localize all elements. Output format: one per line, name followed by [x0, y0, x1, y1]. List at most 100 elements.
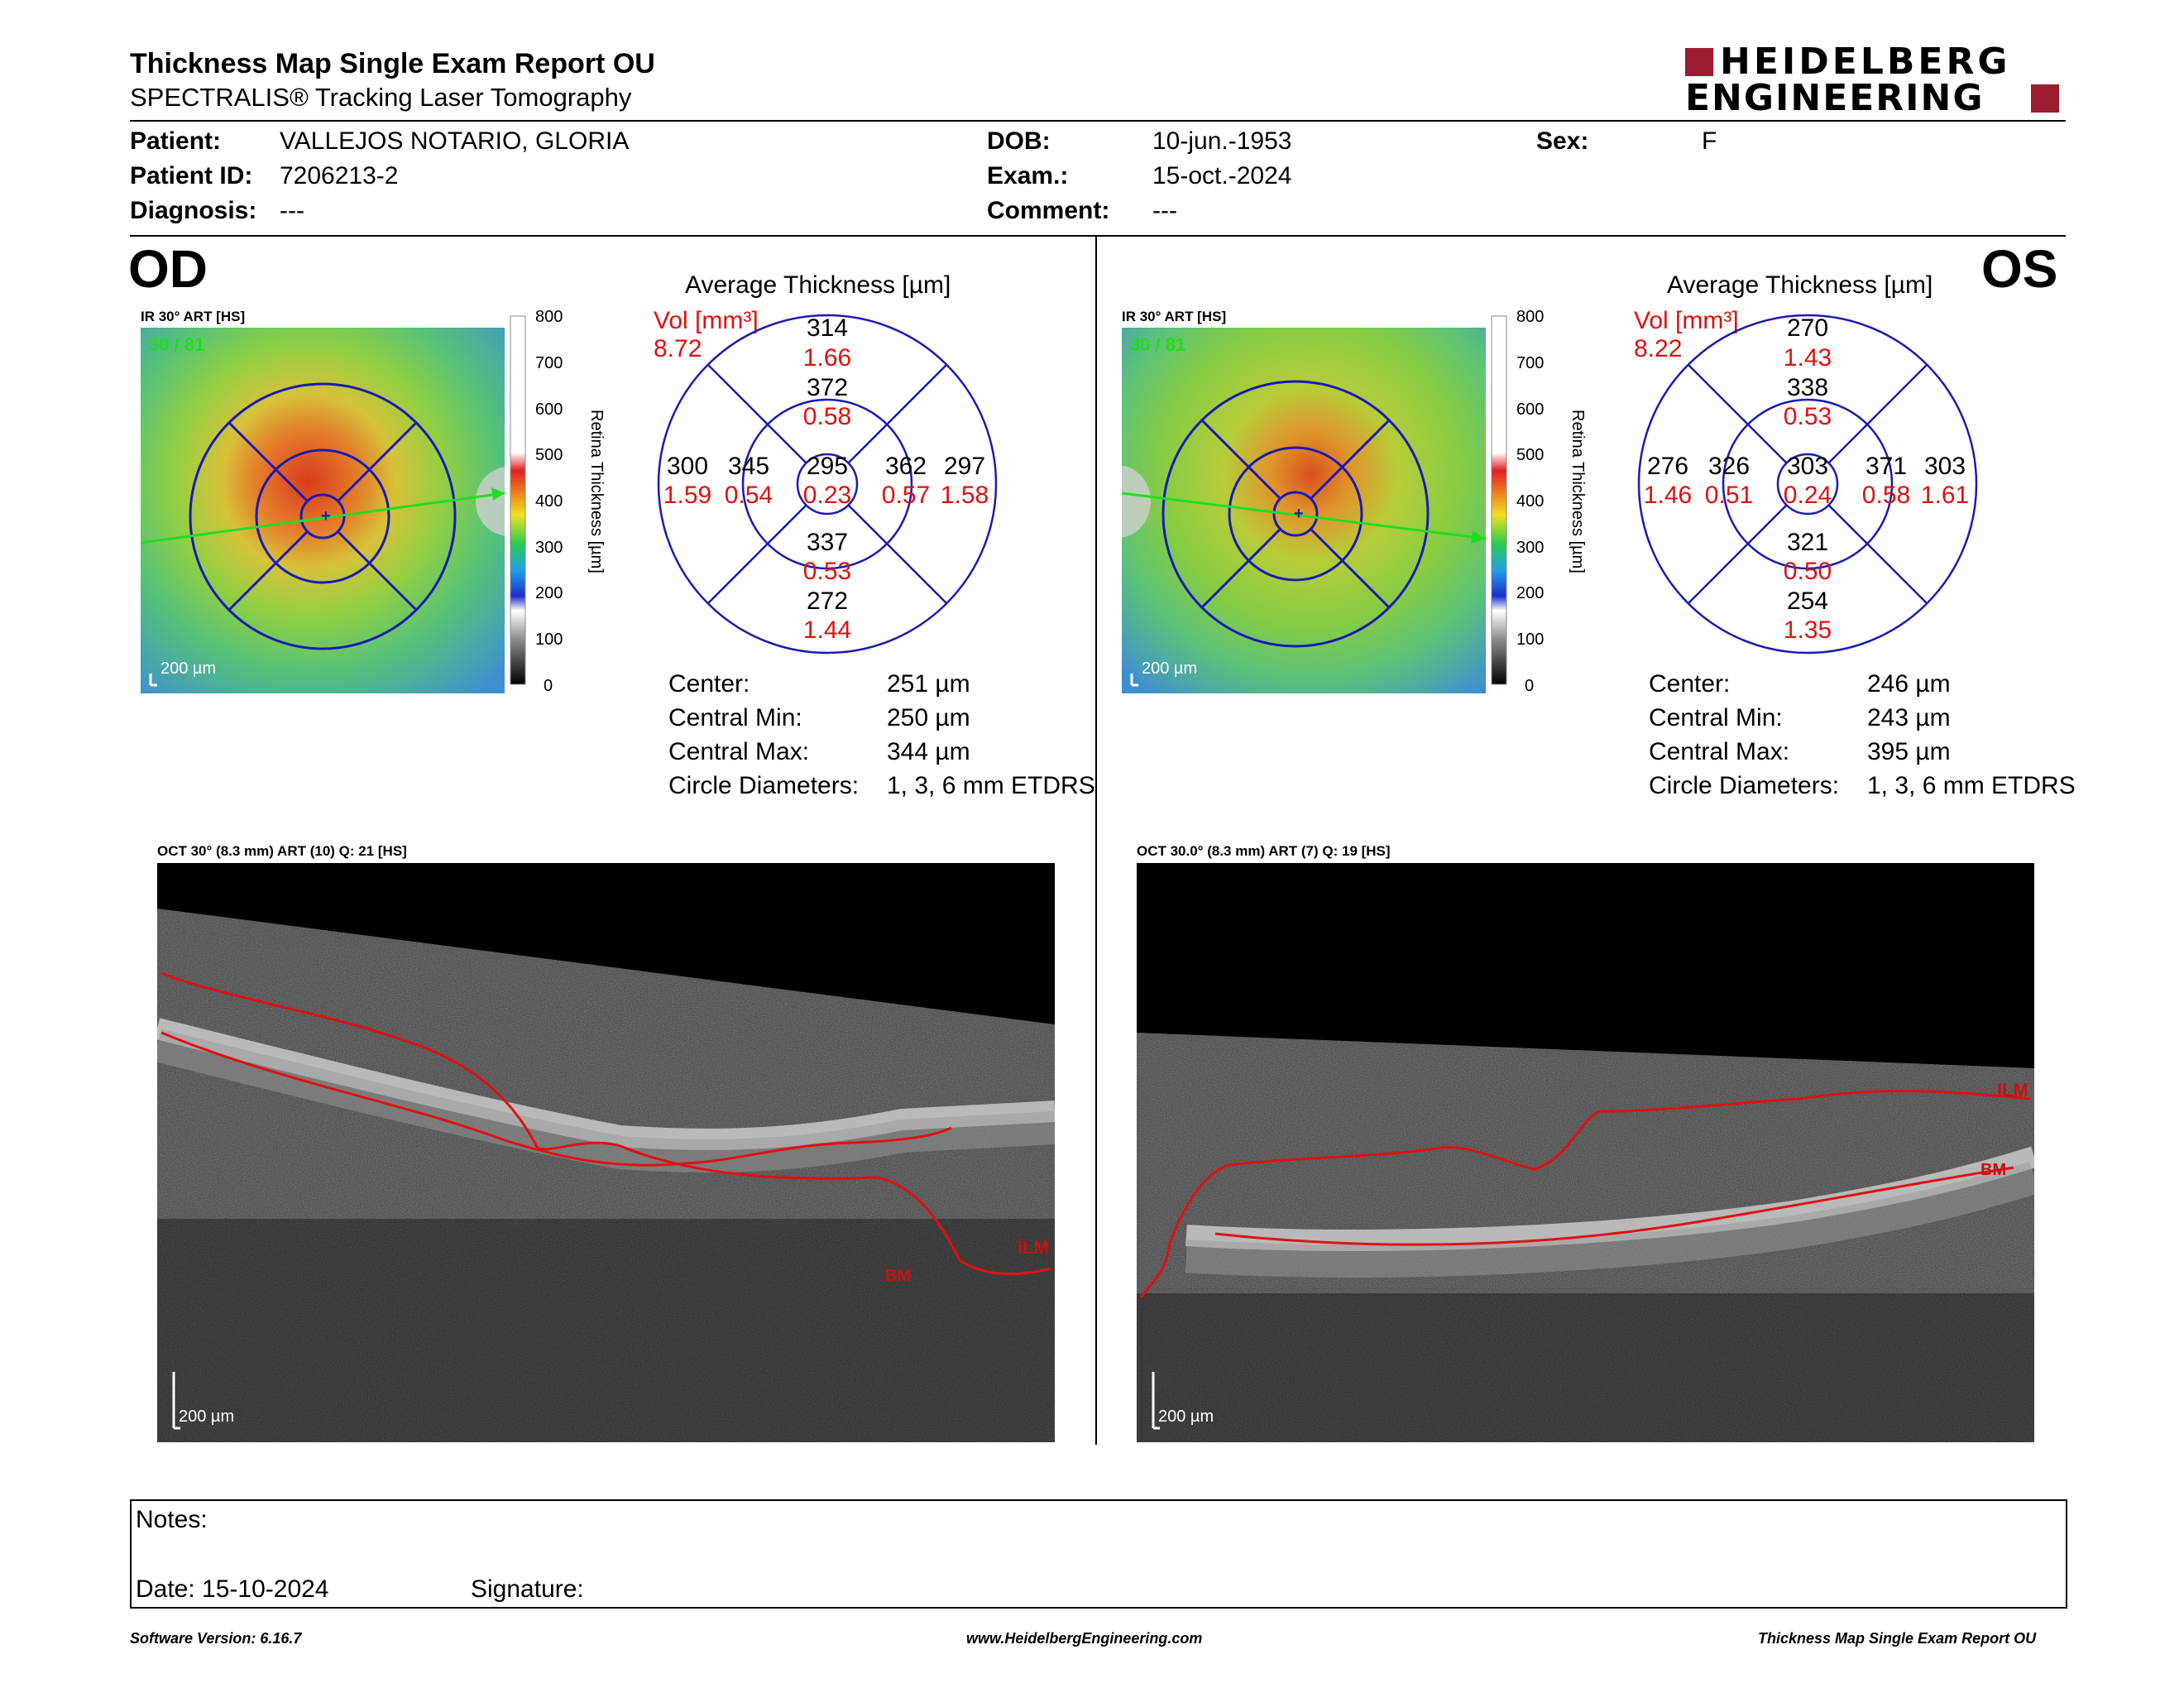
- os-min-value: 243 µm: [1867, 704, 1951, 731]
- od-bm-label: BM: [885, 1267, 911, 1285]
- od-inner-bottom: 337: [807, 529, 848, 556]
- od-center-value: 251 µm: [887, 670, 970, 698]
- os-inner-bottom-vol: 0.50: [1784, 558, 1832, 585]
- os-vol-label: Vol [mm³]: [1634, 307, 1739, 334]
- os-inner-top-vol: 0.53: [1784, 403, 1832, 430]
- logo-square-top: [1685, 48, 1713, 76]
- os-outer-bottom-vol: 1.35: [1784, 616, 1832, 644]
- sex-value: F: [1702, 127, 1717, 155]
- os-inner-left-vol: 0.51: [1705, 482, 1753, 509]
- od-oct-scan: ILM BM 200 µm: [157, 863, 1055, 1442]
- os-center-vol: 0.24: [1784, 482, 1832, 509]
- od-tick-600: 600: [535, 400, 563, 419]
- os-tick-400: 400: [1516, 492, 1544, 511]
- os-colorbar-ticks: 800 700 600 500 400 300 200 100 0: [1516, 308, 1544, 695]
- os-outer-right: 303: [1924, 453, 1966, 480]
- os-optic-disc: [1122, 465, 1151, 538]
- os-ilm-label: ILM: [1997, 1080, 2028, 1101]
- od-inner-bottom-vol: 0.53: [803, 558, 851, 585]
- footer-website[interactable]: www.HeidelbergEngineering.com: [966, 1630, 1203, 1647]
- os-oct-scale-label: 200 µm: [1158, 1407, 1214, 1426]
- header-divider: [130, 120, 2066, 122]
- os-fundus-map: + 30 / 81 200 µm: [1122, 328, 1486, 693]
- os-ilm-trace: [1139, 1090, 2031, 1298]
- os-tick-0: 0: [1525, 677, 1534, 695]
- od-inner-left-vol: 0.54: [725, 482, 773, 509]
- od-fundus-map: + 30 / 81 200 µm: [141, 328, 505, 693]
- patient-label: Patient:: [130, 127, 222, 155]
- od-inner-top-vol: 0.58: [803, 403, 851, 430]
- od-min-label: Central Min:: [668, 704, 802, 731]
- os-avg-title: Average Thickness [µm]: [1667, 271, 1933, 299]
- od-etdrs-overlay: [189, 382, 457, 650]
- os-tick-300: 300: [1516, 539, 1544, 557]
- od-tick-800: 800: [535, 308, 563, 326]
- exam-value: 15-oct.-2024: [1152, 162, 1292, 189]
- os-tick-800: 800: [1516, 308, 1544, 326]
- od-colorbar: 800 700 600 500 400 300 200 100 0 Retina…: [510, 308, 606, 695]
- os-inner-right: 371: [1866, 453, 1907, 480]
- od-inner-left: 345: [728, 453, 769, 480]
- os-etdrs-grid: 270 1.43 338 0.53 276 1.46 326 0.51 303 …: [1637, 314, 1978, 655]
- footer-report: Thickness Map Single Exam Report OU: [1758, 1630, 2037, 1647]
- report-title: Thickness Map Single Exam Report OU: [130, 48, 655, 79]
- od-oct-scale-label: 200 µm: [179, 1407, 234, 1426]
- od-min-value: 250 µm: [887, 704, 970, 731]
- os-vol-value: 8.22: [1634, 335, 1683, 362]
- os-outer-left: 276: [1647, 453, 1688, 480]
- os-center-cross-icon: +: [1294, 505, 1304, 523]
- od-scan-line: [141, 492, 505, 544]
- os-inner-top: 338: [1787, 374, 1828, 401]
- od-outer-left: 300: [667, 453, 708, 480]
- patient-id-label: Patient ID:: [130, 162, 253, 189]
- os-scan-line: [1122, 492, 1486, 540]
- os-etdrs-overlay: [1161, 380, 1430, 648]
- notes-box[interactable]: [130, 1499, 2067, 1609]
- comment-value: ---: [1152, 197, 1177, 224]
- od-outer-bottom: 272: [807, 587, 848, 615]
- os-tick-200: 200: [1516, 584, 1544, 602]
- os-outer-bottom: 254: [1787, 587, 1828, 615]
- os-oct-label: OCT 30.0° (8.3 mm) ART (7) Q: 19 [HS]: [1137, 843, 1391, 859]
- os-center: 303: [1787, 453, 1828, 480]
- od-scale-label: 200 µm: [160, 659, 216, 678]
- od-inner-right: 362: [885, 453, 927, 480]
- exam-label: Exam.:: [987, 162, 1069, 189]
- od-oct-label: OCT 30° (8.3 mm) ART (10) Q: 21 [HS]: [157, 843, 407, 859]
- logo-text-bottom: ENGINEERING: [1685, 77, 1985, 119]
- diagnosis-value: ---: [280, 197, 304, 224]
- os-max-label: Central Max:: [1649, 738, 1790, 765]
- od-optic-disc: [476, 467, 505, 536]
- od-circ-value: 1, 3, 6 mm ETDRS: [887, 772, 1095, 799]
- os-bm-label: BM: [1980, 1161, 2006, 1179]
- patient-id-value: 7206213-2: [280, 162, 399, 189]
- os-tick-600: 600: [1516, 400, 1544, 419]
- od-center-label: Center:: [668, 670, 750, 698]
- od-colorbar-ticks: 800 700 600 500 400 300 200 100 0: [535, 308, 563, 695]
- od-outer-left-vol: 1.59: [663, 482, 711, 509]
- date-label: Date: 15-10-2024: [136, 1575, 329, 1603]
- diagnosis-label: Diagnosis:: [130, 197, 257, 224]
- od-outer-right: 297: [944, 453, 985, 480]
- od-tick-500: 500: [535, 446, 563, 464]
- os-center-label: Center:: [1649, 670, 1731, 698]
- od-eye-label: OD: [128, 239, 208, 299]
- os-max-value: 395 µm: [1867, 738, 1951, 765]
- signature-label: Signature:: [471, 1575, 584, 1603]
- os-circ-value: 1, 3, 6 mm ETDRS: [1867, 772, 2076, 799]
- od-ir-overlay: 30 / 81: [149, 334, 204, 355]
- os-center-value: 246 µm: [1867, 670, 1951, 698]
- os-outer-top: 270: [1787, 314, 1828, 342]
- os-oct-scan: ILM BM 200 µm: [1137, 863, 2034, 1442]
- logo-square-bottom: [2031, 84, 2059, 113]
- eye-divider: [1095, 237, 1097, 1445]
- footer-software: Software Version: 6.16.7: [130, 1630, 302, 1647]
- od-max-label: Central Max:: [668, 738, 810, 765]
- os-tick-700: 700: [1516, 354, 1544, 372]
- os-outer-right-vol: 1.61: [1921, 482, 1969, 509]
- patient-divider: [130, 235, 2066, 237]
- od-inner-right-vol: 0.57: [882, 482, 930, 509]
- od-center: 295: [807, 453, 848, 480]
- od-tick-700: 700: [535, 354, 563, 372]
- os-tick-500: 500: [1516, 446, 1544, 464]
